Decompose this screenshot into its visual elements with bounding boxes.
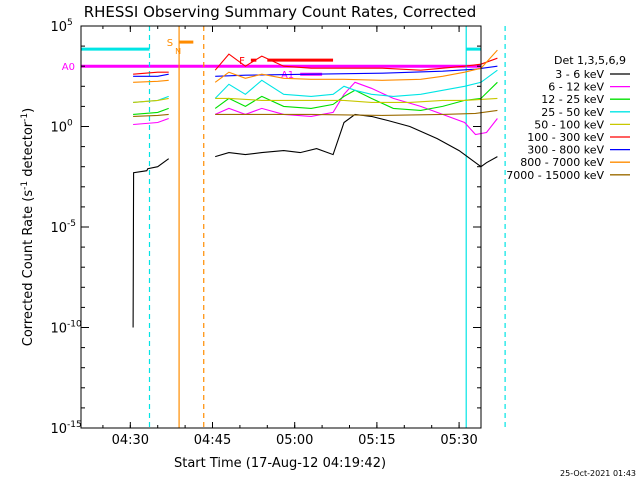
flag-bars: SN F A0 A1 (62, 38, 481, 81)
flag-label: A1 (281, 70, 294, 81)
y-tick-label: 10 (50, 422, 67, 437)
plot-frame (80, 25, 482, 429)
series-line (133, 113, 169, 117)
legend-entry-label: 12 - 25 keV (541, 93, 604, 106)
x-tick-label: 05:00 (276, 433, 313, 448)
series-line (133, 73, 169, 77)
y-tick-label: 10 (50, 121, 67, 136)
series-line (214, 49, 498, 83)
y-axis-label-sup: -1 (20, 113, 30, 122)
legend-entry-label: 6 - 12 keV (548, 81, 604, 94)
x-tick-label: 04:30 (112, 433, 149, 448)
series-line (133, 71, 169, 75)
y-axis-label-part: ) (21, 108, 36, 113)
series-line (214, 69, 498, 99)
generated-timestamp: 25-Oct-2021 01:43 (560, 469, 636, 478)
legend-entry-label: 25 - 50 keV (541, 106, 604, 119)
legend-entry-label: 800 - 7000 keV (520, 156, 604, 169)
legend-entry-label: 50 - 100 keV (534, 118, 604, 131)
x-tick-label: 04:45 (194, 433, 231, 448)
y-tick-label: 10 (50, 20, 67, 35)
y-axis-label-part: detector (21, 121, 36, 181)
x-tick-label: 05:15 (358, 433, 395, 448)
vertical-marker-lines (148, 26, 506, 428)
series-line (133, 117, 169, 126)
series-line (214, 81, 498, 136)
legend-entry-label: 7000 - 15000 keV (506, 169, 604, 182)
series-line (215, 109, 498, 116)
series-line (133, 107, 169, 115)
flag-label: S (167, 38, 173, 49)
chart-title: RHESSI Observing Summary Count Rates, Co… (84, 3, 477, 21)
y-tick-label: 10 (50, 221, 67, 236)
series-line (215, 113, 498, 168)
legend-title: Det 1,3,5,6,9 (554, 54, 626, 67)
y-axis-label: Corrected Count Rate (s-1 detector-1) (20, 108, 36, 346)
flag-sublabel: N (175, 47, 181, 56)
y-axis-label-sup: -1 (20, 181, 30, 190)
data-series (132, 49, 498, 328)
y-tick-exponent: 5 (67, 18, 73, 28)
x-tick-label: 05:30 (440, 433, 477, 448)
series-line (133, 79, 169, 83)
series-line (133, 97, 169, 103)
y-tick-exponent: -10 (67, 320, 82, 330)
series-line (132, 158, 170, 328)
flag-label: A0 (62, 62, 75, 73)
y-tick-label: 10 (50, 322, 67, 337)
y-tick-exponent: 0 (67, 119, 73, 129)
series-line (214, 81, 498, 111)
y-tick-exponent: -15 (67, 420, 82, 430)
y-tick-exponent: -5 (67, 219, 76, 229)
legend-entry-label: 100 - 300 keV (527, 131, 604, 144)
x-axis-label: Start Time (17-Aug-12 04:19:42) (174, 456, 386, 471)
flag-label: F (239, 56, 245, 67)
legend-entry-label: 3 - 6 keV (555, 68, 604, 81)
legend-entry-label: 300 - 800 keV (527, 144, 604, 157)
series-line (214, 53, 498, 71)
series-line (215, 97, 498, 103)
y-axis-label-part: Corrected Count Rate (s (21, 190, 36, 347)
